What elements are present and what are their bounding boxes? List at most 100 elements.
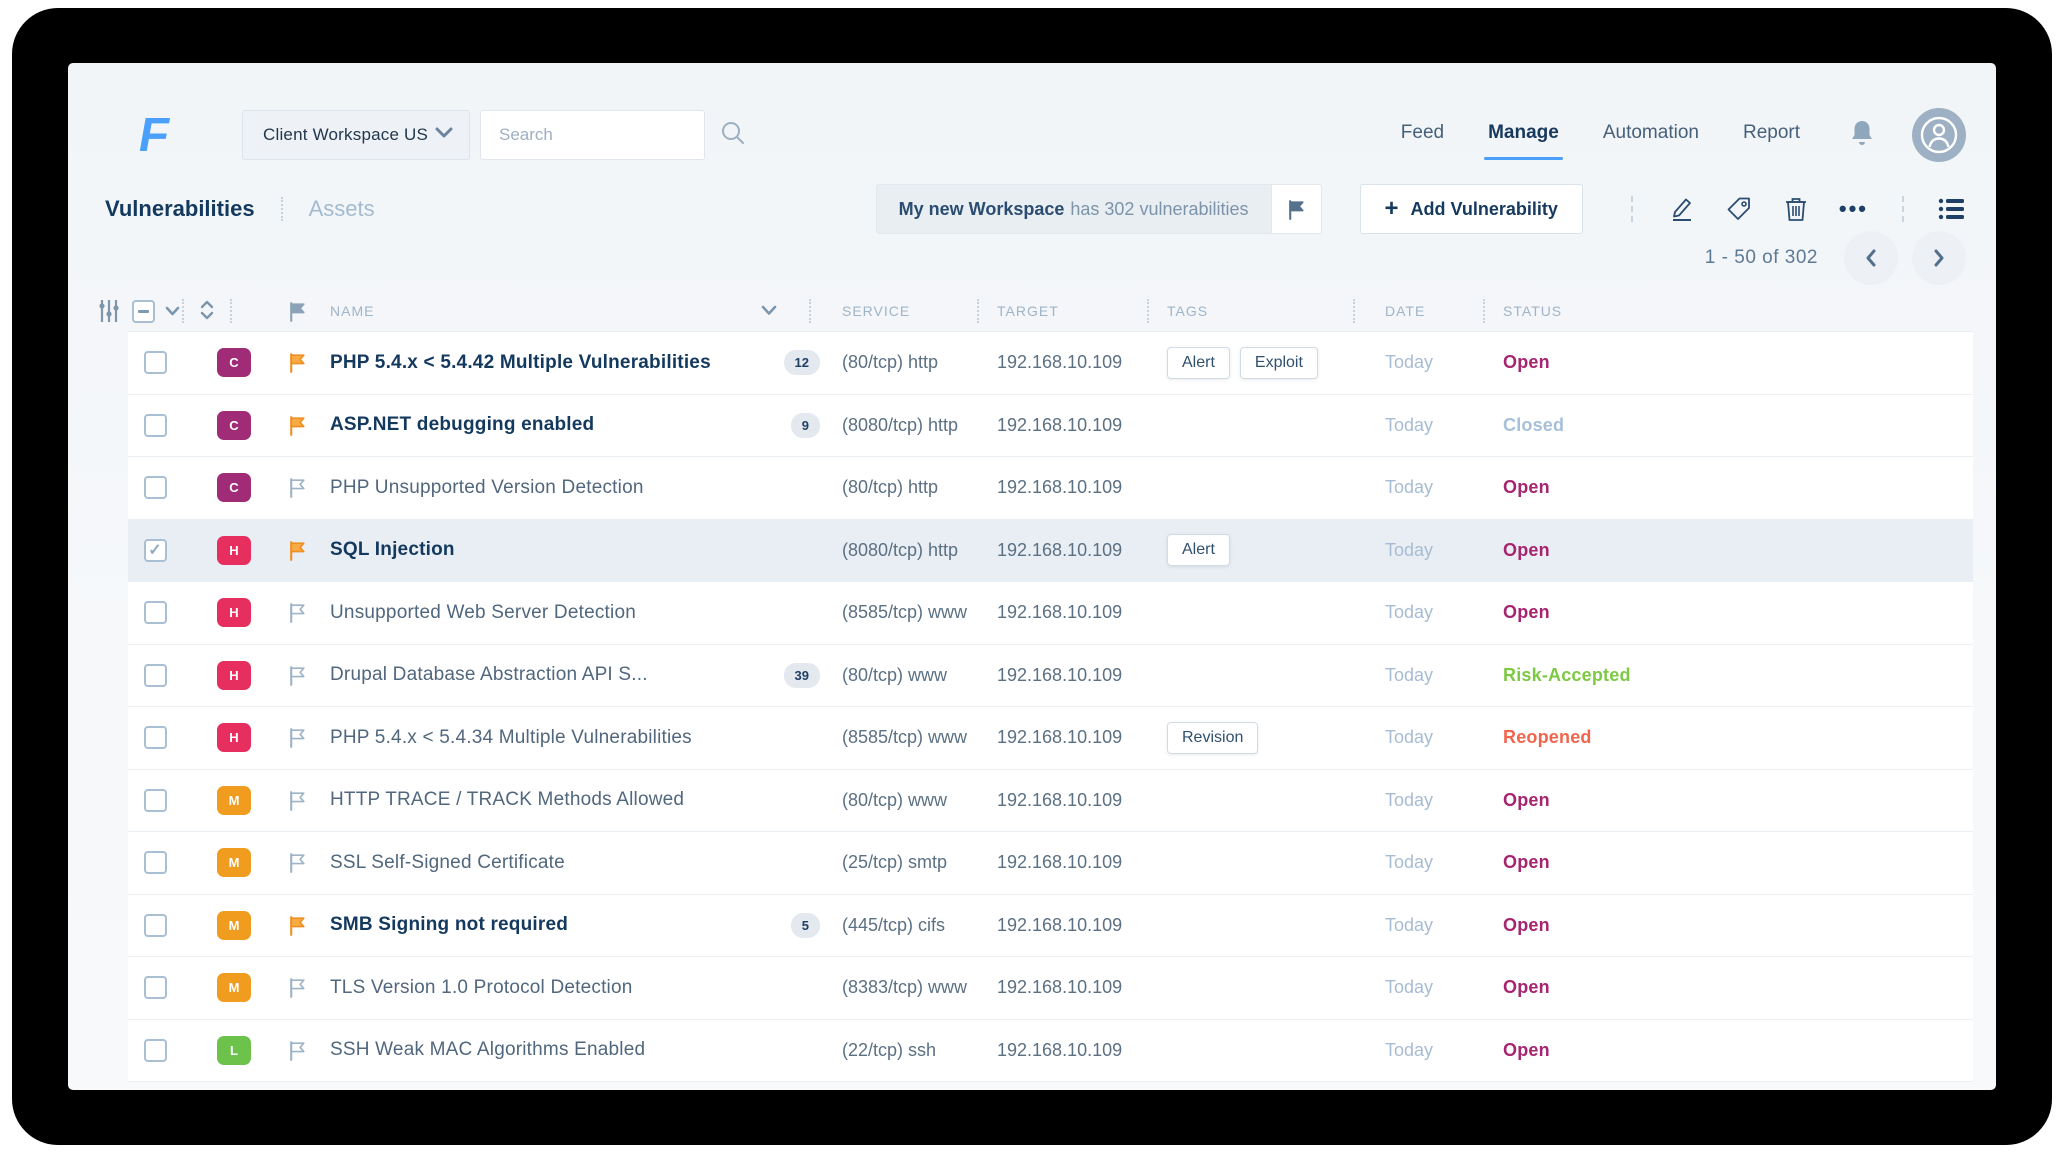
edit-pencil-icon[interactable]	[1667, 195, 1695, 223]
row-checkbox[interactable]	[143, 476, 167, 500]
target-cell: 192.168.10.109	[997, 1039, 1123, 1060]
status-label: Open	[1503, 477, 1550, 498]
tag-chip[interactable]: Exploit	[1239, 346, 1318, 379]
page-tabs: Vulnerabilities Assets	[105, 196, 375, 222]
vulnerability-name[interactable]: SQL Injection	[330, 539, 455, 561]
nav-report[interactable]: Report	[1742, 122, 1800, 143]
pagination-prev-button[interactable]	[1844, 231, 1898, 285]
table-row[interactable]: C PHP 5.4.x < 5.4.42 Multiple Vulnerabil…	[128, 332, 1973, 395]
pagination-next-button[interactable]	[1912, 231, 1966, 285]
flag-icon[interactable]	[287, 726, 308, 749]
vulnerability-name[interactable]: Unsupported Web Server Detection	[330, 601, 636, 623]
nav-automation[interactable]: Automation	[1602, 122, 1699, 143]
severity-badge: H	[217, 723, 251, 753]
service-cell: (8585/tcp) www	[842, 602, 968, 623]
add-vulnerability-button[interactable]: + Add Vulnerability	[1359, 184, 1583, 234]
row-checkbox[interactable]	[143, 976, 167, 1000]
row-checkbox[interactable]	[143, 351, 167, 375]
row-checkbox[interactable]	[143, 913, 167, 937]
row-checkbox[interactable]	[143, 663, 167, 687]
divider	[280, 197, 283, 221]
column-settings-icon[interactable]	[1938, 197, 1966, 221]
target-cell: 192.168.10.109	[997, 664, 1123, 685]
flag-icon[interactable]	[287, 351, 308, 374]
column-header-service[interactable]: SERVICE	[842, 303, 911, 319]
vulnerability-name[interactable]: SMB Signing not required	[330, 914, 569, 936]
service-cell: (8080/tcp) http	[842, 539, 959, 560]
table-row[interactable]: H PHP 5.4.x < 5.4.34 Multiple Vulnerabil…	[128, 707, 1973, 770]
row-checkbox[interactable]	[143, 538, 167, 562]
column-header-target[interactable]: TARGET	[997, 303, 1059, 319]
filter-sliders-icon[interactable]	[90, 298, 128, 324]
flag-icon[interactable]	[287, 414, 308, 437]
column-header-name[interactable]: NAME	[330, 303, 375, 319]
row-checkbox[interactable]	[143, 601, 167, 625]
vulnerability-name[interactable]: TLS Version 1.0 Protocol Detection	[330, 976, 633, 998]
status-label: Open	[1503, 914, 1550, 935]
column-header-tags[interactable]: TAGS	[1167, 303, 1209, 319]
status-label: Reopened	[1503, 727, 1592, 748]
user-avatar[interactable]	[1912, 108, 1966, 162]
tag-chip[interactable]: Alert	[1167, 346, 1230, 379]
tag-chip[interactable]: Alert	[1167, 534, 1230, 567]
table-row[interactable]: C ASP.NET debugging enabled 9 (8080/tcp)…	[128, 394, 1973, 457]
table-row[interactable]: L SSH Weak MAC Algorithms Enabled (22/tc…	[128, 1019, 1973, 1082]
row-checkbox[interactable]	[143, 1038, 167, 1062]
column-header-status[interactable]: STATUS	[1503, 303, 1563, 319]
tag-icon[interactable]	[1725, 195, 1753, 223]
flag-column-icon[interactable]	[287, 300, 308, 323]
tab-vulnerabilities[interactable]: Vulnerabilities	[105, 196, 255, 221]
table-row[interactable]: H Drupal Database Abstraction API S... 3…	[128, 644, 1973, 707]
table-row[interactable]: M TLS Version 1.0 Protocol Detection (83…	[128, 957, 1973, 1020]
date-cell: Today	[1385, 852, 1434, 873]
vulnerability-name[interactable]: PHP 5.4.x < 5.4.42 Multiple Vulnerabilit…	[330, 351, 711, 373]
target-cell: 192.168.10.109	[997, 914, 1123, 935]
tab-assets[interactable]: Assets	[308, 196, 375, 221]
vulnerability-name[interactable]: SSL Self-Signed Certificate	[330, 851, 565, 873]
more-actions-icon[interactable]: •••	[1838, 196, 1868, 221]
flag-icon[interactable]	[287, 914, 308, 937]
notifications-bell-icon[interactable]	[1848, 118, 1876, 153]
vulnerability-name[interactable]: SSH Weak MAC Algorithms Enabled	[330, 1039, 646, 1061]
nav-manage[interactable]: Manage	[1484, 122, 1563, 160]
table-row[interactable]: H Unsupported Web Server Detection (8585…	[128, 582, 1973, 645]
name-column-chevron-icon[interactable]	[761, 303, 777, 319]
flag-icon[interactable]	[287, 664, 308, 687]
flag-icon[interactable]	[287, 476, 308, 499]
trash-icon[interactable]	[1783, 195, 1809, 223]
row-checkbox[interactable]	[143, 788, 167, 812]
vulnerability-name[interactable]: PHP Unsupported Version Detection	[330, 476, 644, 498]
flag-filter-button[interactable]	[1270, 185, 1321, 233]
workspace-selector[interactable]: Client Workspace US	[242, 110, 470, 160]
vulnerability-name[interactable]: HTTP TRACE / TRACK Methods Allowed	[330, 789, 685, 811]
status-label: Open	[1503, 1039, 1550, 1060]
search-icon[interactable]	[720, 120, 746, 151]
flag-icon[interactable]	[287, 851, 308, 874]
severity-sort-icon[interactable]	[200, 300, 214, 323]
vulnerability-name[interactable]: PHP 5.4.x < 5.4.34 Multiple Vulnerabilit…	[330, 726, 692, 748]
tag-chip[interactable]: Revision	[1167, 721, 1259, 754]
selection-chevron-icon[interactable]	[165, 303, 180, 319]
row-checkbox[interactable]	[143, 413, 167, 437]
search-input[interactable]	[499, 125, 720, 145]
flag-icon[interactable]	[287, 539, 308, 562]
flag-icon[interactable]	[287, 976, 308, 999]
nav-feed[interactable]: Feed	[1400, 122, 1445, 143]
table-row[interactable]: M SMB Signing not required 5 (445/tcp) c…	[128, 894, 1973, 957]
date-cell: Today	[1385, 977, 1434, 998]
table-row[interactable]: H SQL Injection (8080/tcp) http 192.168.…	[128, 519, 1973, 582]
row-checkbox[interactable]	[143, 851, 167, 875]
status-label: Risk-Accepted	[1503, 664, 1631, 685]
flag-icon[interactable]	[287, 789, 308, 812]
table-row[interactable]: M SSL Self-Signed Certificate (25/tcp) s…	[128, 832, 1973, 895]
table-row[interactable]: M HTTP TRACE / TRACK Methods Allowed (80…	[128, 769, 1973, 832]
vulnerability-name[interactable]: ASP.NET debugging enabled	[330, 414, 595, 436]
workspace-banner-name: My new Workspace	[898, 198, 1065, 219]
vulnerability-name[interactable]: Drupal Database Abstraction API S...	[330, 664, 648, 686]
flag-icon[interactable]	[287, 601, 308, 624]
table-row[interactable]: C PHP Unsupported Version Detection (80/…	[128, 457, 1973, 520]
column-header-date[interactable]: DATE	[1385, 303, 1426, 319]
row-checkbox[interactable]	[143, 726, 167, 750]
select-all-checkbox[interactable]	[132, 299, 155, 323]
flag-icon[interactable]	[287, 1039, 308, 1062]
